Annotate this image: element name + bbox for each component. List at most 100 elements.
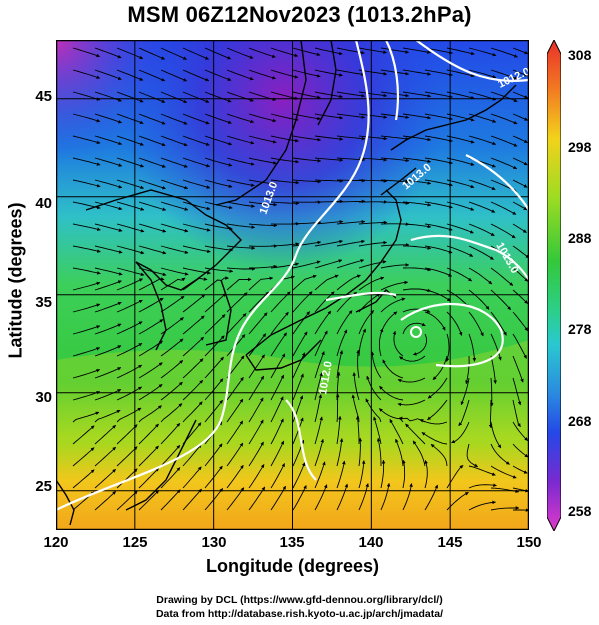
map-border bbox=[56, 40, 529, 530]
wind-streamline bbox=[116, 446, 138, 467]
wind-streamline bbox=[490, 465, 517, 479]
wind-streamline bbox=[292, 91, 321, 99]
wind-streamline bbox=[421, 432, 448, 445]
wind-streamline bbox=[380, 135, 410, 141]
wind-streamline bbox=[451, 421, 470, 444]
wind-streamline bbox=[314, 351, 325, 379]
wind-streamline bbox=[512, 69, 529, 77]
wind-streamline bbox=[270, 440, 285, 467]
wind-streamline bbox=[358, 91, 388, 98]
wind-streamline bbox=[366, 375, 382, 401]
wind-streamline bbox=[72, 368, 101, 379]
wind-streamline bbox=[292, 352, 306, 379]
wind-streamline bbox=[490, 377, 494, 407]
colorbar-tick-label: 308 bbox=[568, 47, 592, 63]
wind-streamline bbox=[116, 342, 143, 357]
wind-streamline bbox=[512, 421, 529, 442]
wind-streamline bbox=[138, 135, 166, 147]
wind-streamline bbox=[182, 315, 205, 335]
wind-streamline bbox=[512, 443, 529, 458]
wind-streamline bbox=[314, 91, 343, 99]
wind-streamline bbox=[468, 333, 477, 362]
wind-streamline bbox=[490, 487, 520, 493]
wind-streamline bbox=[314, 219, 344, 225]
wind-streamline bbox=[490, 311, 507, 336]
wind-streamline bbox=[336, 329, 348, 357]
wind-streamline bbox=[358, 157, 388, 162]
wind-streamline bbox=[446, 267, 472, 282]
wind-streamline bbox=[336, 415, 342, 445]
wind-streamline bbox=[292, 135, 322, 142]
wind-streamline bbox=[512, 179, 528, 188]
wind-streamline bbox=[160, 179, 189, 190]
wind-streamline bbox=[432, 355, 448, 381]
wind-streamline bbox=[512, 113, 529, 121]
wind-streamline bbox=[314, 484, 328, 511]
wind-streamline bbox=[336, 460, 346, 489]
wind-streamline bbox=[182, 336, 205, 357]
wind-streamline bbox=[72, 223, 101, 231]
wind-streamline bbox=[226, 245, 256, 250]
wind-streamline bbox=[72, 425, 95, 445]
colorbar-tick-label: 288 bbox=[568, 230, 592, 246]
wind-streamline bbox=[314, 157, 344, 162]
wind-streamline bbox=[424, 201, 453, 209]
wind-streamline bbox=[72, 47, 101, 58]
wind-streamline bbox=[314, 239, 343, 247]
wind-streamline bbox=[160, 69, 188, 82]
map-title: MSM 06Z12Nov2023 (1013.2hPa) bbox=[127, 2, 472, 27]
wind-streamline bbox=[270, 396, 284, 423]
wind-streamline bbox=[512, 91, 529, 99]
wind-streamline bbox=[270, 311, 289, 335]
wind-streamline bbox=[94, 367, 122, 379]
wind-streamline bbox=[248, 312, 268, 335]
wind-streamline bbox=[356, 349, 360, 379]
wind-streamline bbox=[116, 321, 143, 335]
wind-streamline bbox=[490, 113, 518, 125]
wind-streamline bbox=[226, 464, 244, 489]
wind-streamline bbox=[94, 91, 122, 102]
wind-streamline bbox=[292, 485, 307, 511]
wind-streamline bbox=[72, 267, 101, 275]
wind-streamline bbox=[182, 223, 211, 232]
wind-streamline bbox=[378, 328, 384, 357]
wind-streamline bbox=[446, 245, 474, 257]
wind-streamline bbox=[226, 442, 244, 467]
wind-streamline bbox=[314, 310, 332, 335]
wind-streamline bbox=[314, 47, 343, 56]
lat-lon-grid bbox=[56, 40, 529, 530]
wind-streamline bbox=[182, 466, 202, 489]
wind-streamline bbox=[292, 240, 322, 247]
wind-streamline bbox=[204, 293, 227, 313]
wind-streamline bbox=[226, 47, 254, 59]
wind-streamline bbox=[204, 245, 234, 252]
wind-streamline bbox=[358, 179, 388, 183]
wind-streamline bbox=[72, 347, 101, 357]
x-tick-label: 120 bbox=[43, 534, 69, 551]
wind-streamline bbox=[292, 47, 321, 57]
wind-streamline bbox=[116, 407, 142, 423]
wind-streamline bbox=[248, 419, 264, 445]
wind-streamline bbox=[204, 443, 223, 467]
wind-streamline bbox=[490, 69, 518, 80]
wind-streamline bbox=[72, 469, 95, 489]
wind-streamline bbox=[424, 113, 453, 121]
wind-streamline bbox=[292, 395, 304, 423]
wind-streamline bbox=[204, 113, 232, 124]
wind-streamline bbox=[336, 438, 344, 467]
wind-streamline bbox=[292, 417, 304, 445]
wind-streamline bbox=[358, 460, 366, 489]
wind-streamline bbox=[72, 281, 101, 291]
wind-streamline bbox=[468, 201, 496, 213]
wind-streamline bbox=[226, 398, 244, 423]
wind-streamline bbox=[336, 199, 366, 204]
wind-streamline bbox=[468, 69, 497, 79]
wind-streamline bbox=[138, 362, 163, 379]
wind-streamline bbox=[248, 464, 265, 489]
wind-streamline bbox=[138, 384, 163, 401]
wind-streamline bbox=[424, 135, 453, 143]
wind-streamline bbox=[336, 483, 349, 511]
wind-streamline bbox=[336, 310, 353, 335]
wind-streamline bbox=[204, 157, 233, 167]
wind-streamline bbox=[446, 223, 474, 234]
